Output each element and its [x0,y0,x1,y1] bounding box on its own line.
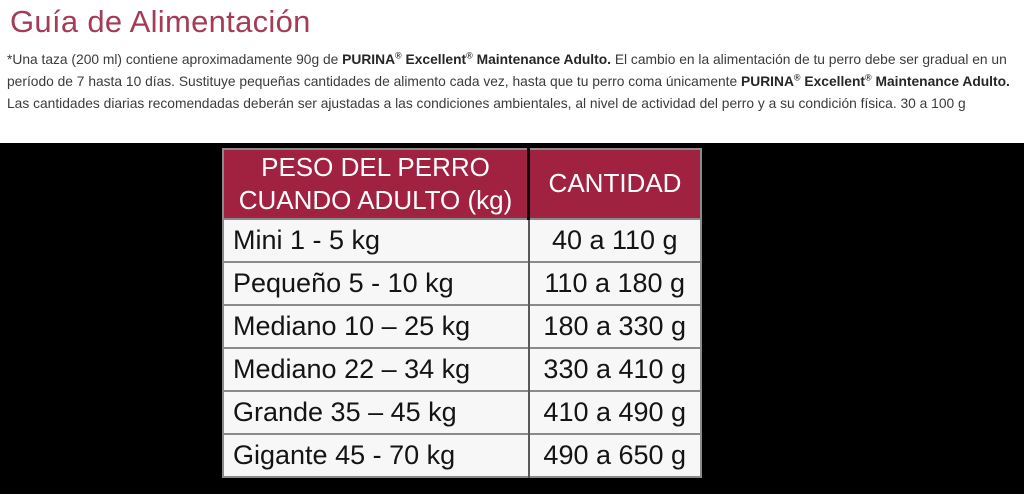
weight-column-header: PESO DEL PERRO CUANDO ADULTO (kg) [223,149,530,220]
table-row: Pequeño 5 - 10 kg 110 a 180 g [223,261,701,305]
registered-mark: ® [466,50,473,61]
table-row: Gigante 45 - 70 kg 490 a 650 g [223,433,701,477]
amount-cell: 490 a 650 g [528,433,701,477]
product-name: Maintenance Adulto. [472,52,611,67]
feeding-guide-section: Guía de Alimentación *Una taza (200 ml) … [0,0,1024,143]
page-title: Guía de Alimentación [10,4,311,39]
registered-mark: ® [793,72,801,83]
table-band: PESO DEL PERRO CUANDO ADULTO (kg) CANTID… [0,143,1024,494]
product-name: PURINA [741,73,794,89]
weight-cell: Mediano 10 – 25 kg [223,304,530,348]
weight-cell: Mini 1 - 5 kg [223,218,530,262]
registered-mark: ® [395,50,402,61]
amount-column-header: CANTIDAD [528,149,701,220]
feeding-table: PESO DEL PERRO CUANDO ADULTO (kg) CANTID… [222,148,702,478]
amount-cell: 110 a 180 g [528,261,701,305]
table-row: Grande 35 – 45 kg 410 a 490 g [223,390,701,434]
product-name: Excellent [800,73,865,89]
table-header-row: PESO DEL PERRO CUANDO ADULTO (kg) CANTID… [223,149,701,220]
table-row: Mini 1 - 5 kg 40 a 110 g [223,218,701,262]
product-name: PURINA [342,52,396,67]
registered-mark: ® [864,72,872,83]
intro-paragraph: *Una taza (200 ml) contiene aproximadame… [7,49,1016,114]
table-row: Mediano 22 – 34 kg 330 a 410 g [223,347,701,391]
weight-cell: Pequeño 5 - 10 kg [223,261,530,305]
intro-text-segment: Las cantidades diarias recomendadas debe… [7,95,966,111]
weight-cell: Gigante 45 - 70 kg [223,433,530,477]
weight-cell: Mediano 22 – 34 kg [223,347,530,391]
intro-text-segment: El cambio en la alimentación de tu perro… [7,52,1007,89]
weight-cell: Grande 35 – 45 kg [223,390,530,434]
amount-cell: 180 a 330 g [528,304,701,348]
intro-text-segment: *Una taza (200 ml) contiene aproximadame… [7,52,343,67]
product-name: Excellent [401,52,467,67]
amount-cell: 330 a 410 g [528,347,701,391]
product-name: Maintenance Adulto. [871,73,1010,89]
amount-cell: 410 a 490 g [528,390,701,434]
amount-cell: 40 a 110 g [528,218,701,262]
table-row: Mediano 10 – 25 kg 180 a 330 g [223,304,701,348]
